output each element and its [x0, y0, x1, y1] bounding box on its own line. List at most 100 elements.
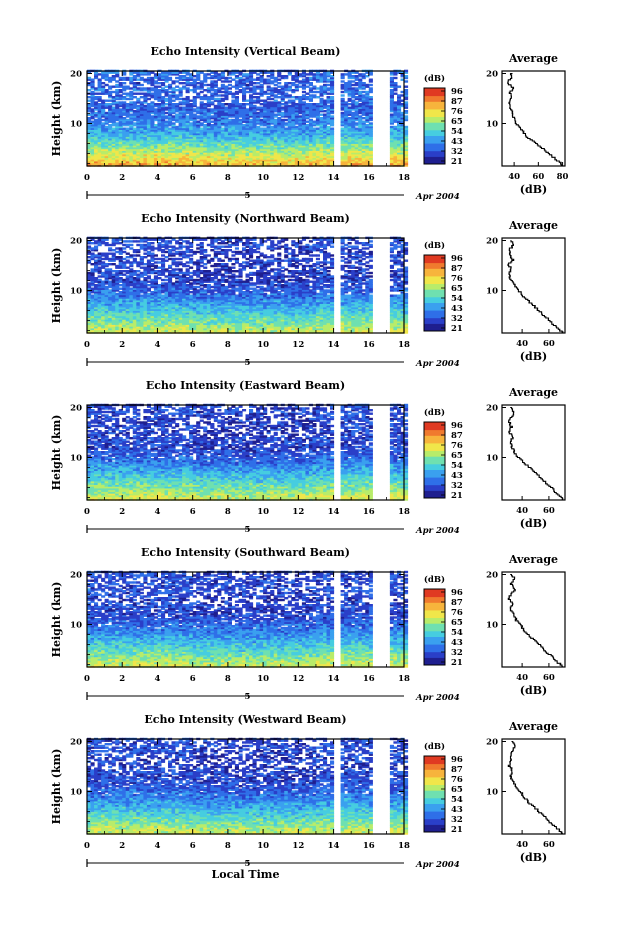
heatmap-cell	[161, 159, 166, 162]
heatmap-cell	[189, 162, 194, 165]
heatmap-cell	[351, 138, 356, 141]
heatmap-cell	[330, 96, 335, 99]
heatmap-cell	[213, 148, 218, 151]
heatmap-cell	[164, 146, 169, 150]
heatmap-cell	[305, 139, 310, 143]
heatmap-cell	[277, 139, 282, 143]
colorbar-tick-label: 32	[451, 147, 463, 157]
heatmap-cell	[308, 132, 313, 136]
heatmap-cell	[326, 136, 331, 139]
heatmap-cell	[340, 148, 345, 151]
heatmap-cell	[111, 157, 116, 160]
heatmap-cell	[175, 80, 180, 83]
heatmap-cell	[189, 155, 194, 158]
heatmap-cell	[122, 148, 127, 151]
heatmap-cell	[308, 143, 313, 146]
heatmap-cell	[312, 162, 317, 165]
heatmap-cell	[129, 160, 134, 164]
heatmap-cell	[326, 160, 331, 164]
heatmap-cell	[118, 157, 123, 160]
heatmap-cell	[256, 138, 261, 141]
heatmap-cell	[203, 160, 208, 164]
heatmap-cell	[400, 136, 405, 139]
heatmap-cell	[287, 104, 292, 108]
heatmap-cell	[249, 145, 254, 148]
heatmap-cell	[171, 124, 176, 127]
heatmap-cell	[319, 124, 324, 127]
heatmap-cell	[136, 162, 141, 165]
heatmap-cell	[220, 153, 225, 157]
heatmap-cell	[157, 85, 162, 88]
heatmap-cell	[136, 127, 141, 130]
heatmap-cell	[125, 124, 130, 127]
heatmap-cell	[185, 131, 190, 134]
heatmap-cell	[132, 145, 137, 148]
heatmap-cell	[400, 162, 405, 165]
heatmap-cell	[397, 159, 402, 162]
heatmap-cell	[347, 106, 352, 109]
heatmap-cell	[189, 138, 194, 141]
heatmap-cell	[308, 103, 313, 106]
heatmap-cell	[139, 122, 144, 125]
heatmap-cell	[178, 97, 183, 101]
heatmap-cell	[132, 146, 137, 150]
heatmap-cell	[90, 90, 95, 94]
heatmap-cell	[94, 125, 99, 129]
heatmap-cell	[404, 69, 409, 73]
heatmap-cell	[111, 134, 116, 137]
heatmap-cell	[217, 157, 222, 160]
heatmap-cell	[284, 129, 289, 132]
heatmap-cell	[171, 80, 176, 83]
heatmap-cell	[168, 146, 173, 150]
heatmap-cell	[150, 138, 155, 141]
heatmap-cell	[210, 127, 215, 130]
heatmap-cell	[206, 152, 211, 155]
heatmap-cell	[189, 153, 194, 157]
heatmap-cell	[308, 159, 313, 162]
heatmap-cell	[231, 125, 236, 129]
heatmap-cell	[298, 146, 303, 150]
heatmap-cell	[210, 92, 215, 95]
heatmap-cell	[199, 141, 204, 144]
heatmap-cell	[164, 160, 169, 164]
heatmap-cell	[242, 145, 247, 148]
heatmap-cell	[161, 141, 166, 144]
heatmap-cell	[210, 155, 215, 158]
heatmap-cell	[298, 162, 303, 165]
heatmap-cell	[182, 124, 187, 127]
heatmap-cell	[90, 136, 95, 139]
heatmap-cell	[178, 136, 183, 139]
heatmap-cell	[277, 101, 282, 104]
heatmap-cell	[347, 160, 352, 164]
heatmap-cell	[101, 125, 106, 129]
heatmap-cell	[192, 78, 197, 81]
heatmap-cell	[277, 125, 282, 129]
y-axis-label: Height (km)	[50, 81, 63, 157]
heatmap-cell	[280, 150, 285, 153]
heatmap-cell	[227, 129, 232, 132]
heatmap-cell	[125, 155, 130, 158]
heatmap-cell	[404, 164, 409, 167]
heatmap-cell	[178, 146, 183, 150]
heatmap-cell	[284, 143, 289, 146]
heatmap-cell	[220, 141, 225, 144]
heatmap-cell	[153, 132, 158, 136]
heatmap-cell	[266, 152, 271, 155]
heatmap-cell	[182, 143, 187, 146]
heatmap-cell	[122, 157, 127, 160]
x-tick-label: 0	[84, 173, 90, 183]
heatmap-cell	[245, 159, 250, 162]
heatmap-cell	[287, 138, 292, 141]
heatmap-cell	[104, 83, 109, 87]
heatmap-cell	[104, 159, 109, 162]
heatmap-cell	[361, 153, 366, 157]
heatmap-cell	[393, 152, 398, 155]
heatmap-cell	[213, 132, 218, 136]
heatmap-cell	[213, 155, 218, 158]
heatmap-cell	[315, 160, 320, 164]
heatmap-cell	[287, 136, 292, 139]
heatmap-cell	[196, 139, 201, 143]
heatmap-cell	[168, 159, 173, 162]
heatmap-cell	[217, 162, 222, 165]
heatmap-cell	[252, 132, 257, 136]
